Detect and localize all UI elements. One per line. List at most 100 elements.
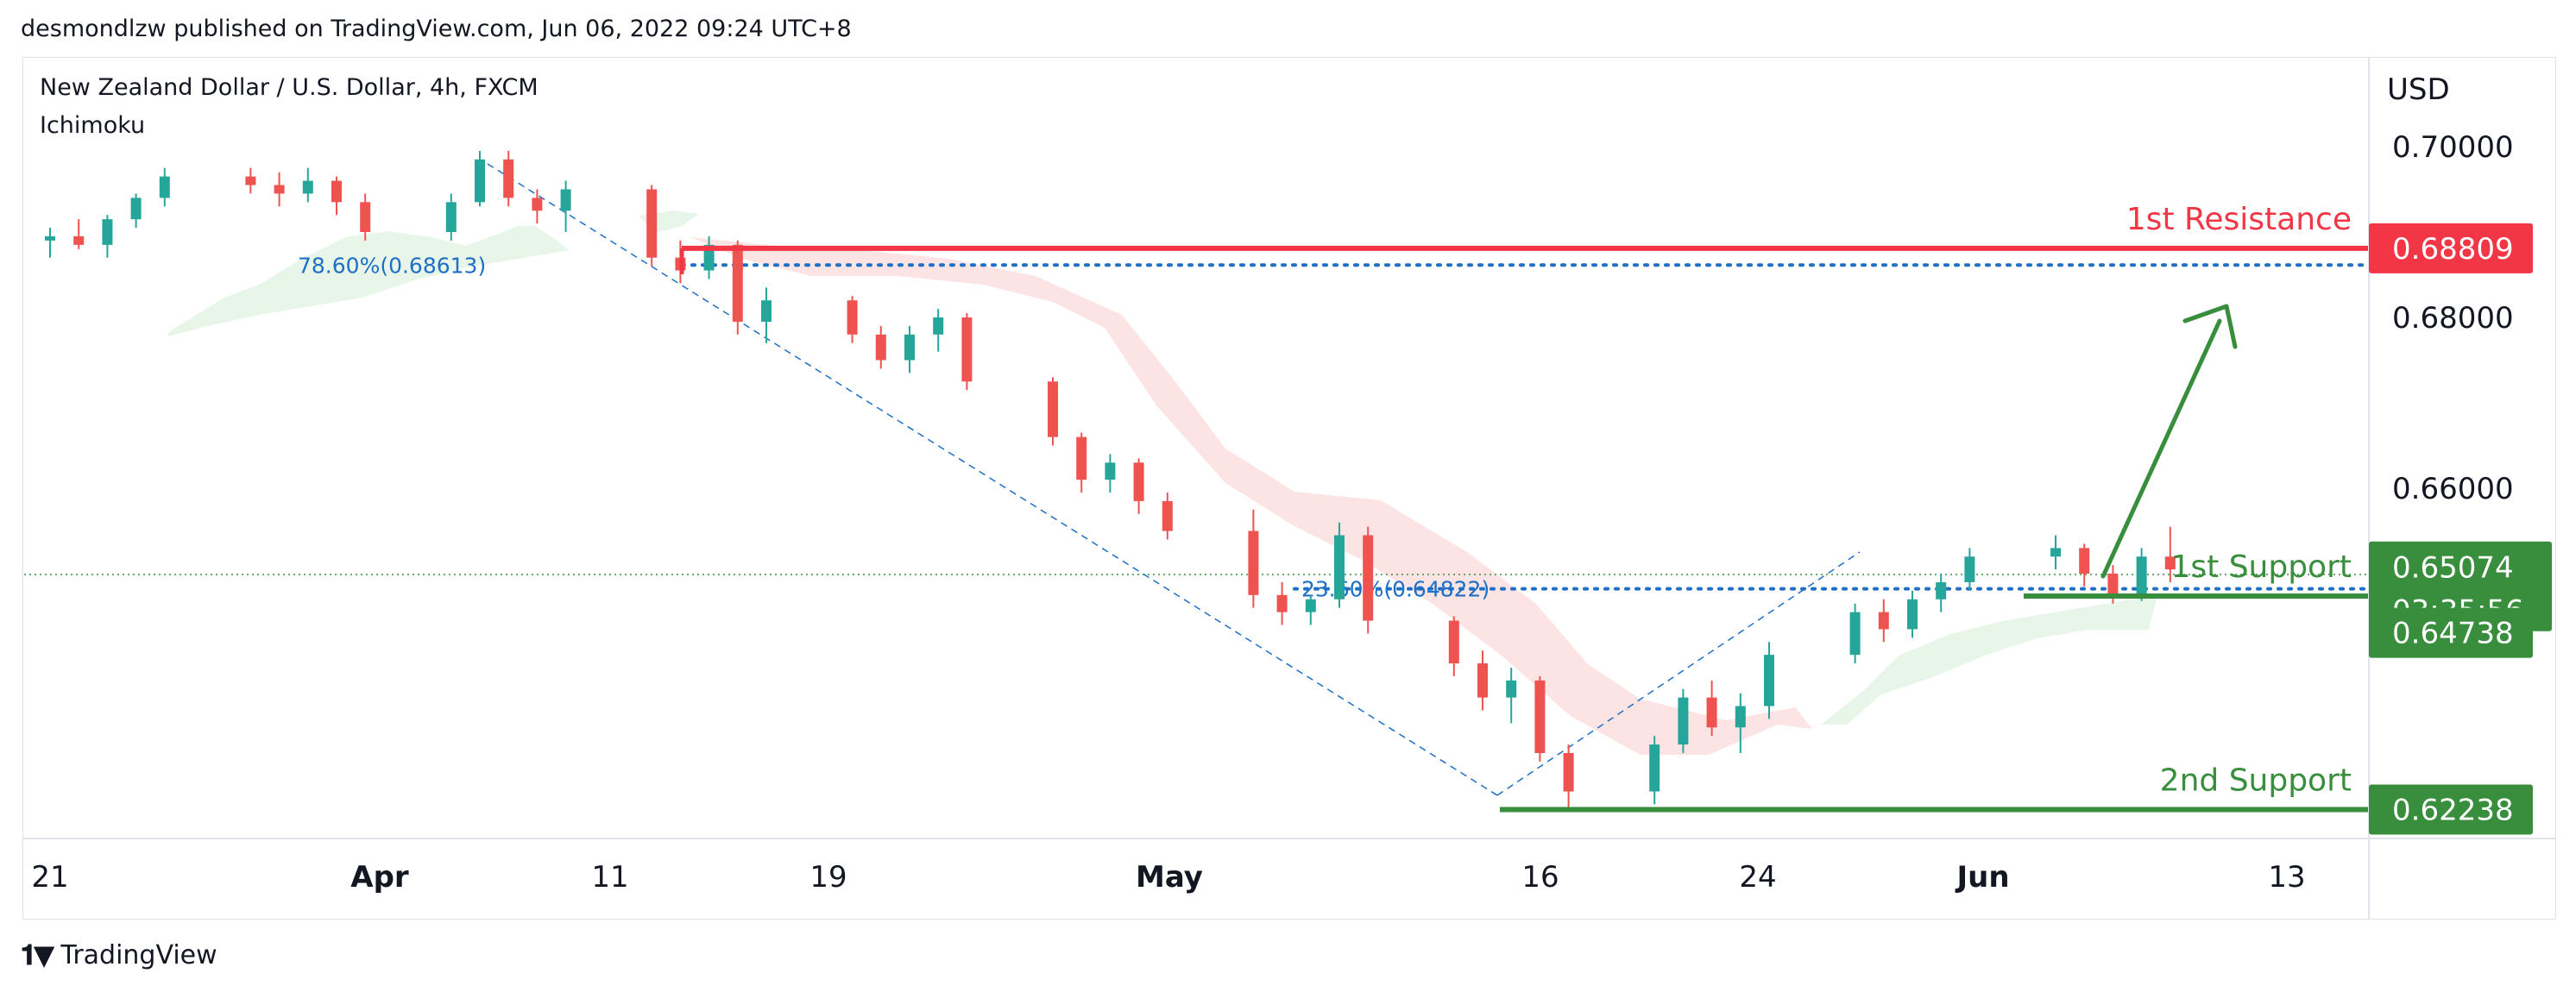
publish-info: desmondlzw published on TradingView.com,… — [21, 16, 852, 42]
candle-body — [475, 159, 485, 203]
price-tick-label: 0.68000 — [2392, 301, 2514, 336]
time-tick-label: 11 — [591, 860, 628, 895]
candle-body — [1305, 599, 1316, 612]
cloud-bearish-main — [690, 237, 1812, 755]
candle-body — [560, 189, 571, 211]
candle-body — [2107, 574, 2119, 595]
time-tick-label: 19 — [809, 860, 847, 895]
time-tick-label: 13 — [2268, 860, 2305, 895]
price-axis-currency: USD — [2387, 72, 2450, 107]
candle-body — [2164, 556, 2176, 570]
price-axis[interactable]: 0.70000 0.68000 0.66000 — [2392, 130, 2514, 506]
candle-body — [1649, 744, 1660, 792]
candle-body — [1907, 599, 1918, 630]
candle-body — [761, 300, 772, 322]
candle-body — [847, 300, 858, 335]
time-tick-label: 16 — [1521, 860, 1559, 895]
support1-price-tag-text: 0.64738 — [2392, 617, 2514, 651]
candle-body — [1162, 500, 1173, 531]
candle-body — [532, 198, 543, 211]
candle-body — [1477, 663, 1488, 698]
candle-body — [1534, 680, 1546, 753]
time-tick-label: Jun — [1955, 860, 2009, 895]
fib-level-label: 23.60%(0.64822) — [1301, 577, 1490, 602]
candle-body — [1936, 581, 1947, 600]
candle-body — [961, 317, 973, 382]
candle-body — [1764, 655, 1774, 706]
chart-frame — [22, 57, 2556, 920]
brand-name: TradingView — [60, 940, 217, 970]
candle-body — [732, 244, 743, 322]
cloud-bullish-late — [1821, 595, 2157, 725]
tradingview-logo-icon: 𝟏▼ — [21, 939, 54, 971]
support-resistance-levels: 1st Resistance 1st Support 2nd Support — [679, 202, 2369, 813]
indicator-label: Ichimoku — [40, 112, 146, 139]
candle-body — [302, 180, 313, 194]
candle-body — [1133, 462, 1144, 501]
time-tick-label: May — [1136, 860, 1203, 895]
candle-body — [1105, 462, 1116, 480]
candle-body — [445, 202, 457, 232]
support2-price-tag-text: 0.62238 — [2392, 794, 2514, 828]
candle-body — [1849, 612, 1861, 656]
candle-body — [2079, 548, 2090, 574]
candle-body — [331, 180, 342, 203]
fib-trend-line-2 — [1496, 551, 1861, 796]
candlestick-series — [45, 150, 2176, 810]
resistance-price-tag-box — [2369, 223, 2533, 273]
fibonacci-levels: 78.60%(0.68613) 23.60%(0.64822) — [298, 253, 2371, 602]
candle-body — [1048, 381, 1058, 437]
candle-body — [274, 185, 285, 194]
candle-body — [1076, 436, 1087, 480]
candle-body — [1276, 594, 1288, 612]
price-tick-label: 0.66000 — [2392, 472, 2514, 506]
support-label: 2nd Support — [2160, 763, 2352, 799]
candle-body — [1363, 535, 1374, 621]
symbol-title: New Zealand Dollar / U.S. Dollar, 4h, FX… — [40, 74, 539, 101]
candle-body — [703, 244, 715, 271]
candle-body — [503, 159, 514, 198]
candle-body — [1506, 680, 1517, 698]
candle-body — [646, 189, 658, 258]
support1-price-tag-box — [2369, 607, 2533, 658]
time-tick-label: 24 — [1739, 860, 1776, 895]
candle-body — [2050, 548, 2061, 557]
candle-body — [102, 219, 113, 245]
candle-body — [1878, 612, 1889, 630]
candle-body — [933, 317, 944, 335]
candle-body — [875, 334, 886, 361]
candle-body — [904, 334, 915, 361]
candle-body — [1448, 620, 1459, 664]
candle-body — [130, 198, 142, 220]
candle-body — [245, 176, 256, 185]
candle-body — [1248, 531, 1259, 595]
candle-body — [2136, 556, 2147, 595]
candle-body — [1678, 697, 1689, 745]
price-tick-label: 0.70000 — [2392, 130, 2514, 165]
candle-body — [73, 235, 85, 245]
candle-body — [1735, 706, 1746, 728]
time-tick-label: Apr — [350, 860, 409, 895]
candle-body — [45, 235, 55, 241]
cloud-bullish-early — [168, 226, 570, 336]
current-price-text: 0.65074 — [2392, 551, 2514, 586]
ichimoku-cloud — [168, 210, 2157, 755]
projection-arrow — [2100, 304, 2238, 579]
resistance-label: 1st Resistance — [2126, 202, 2352, 237]
candle-body — [1334, 535, 1345, 600]
candle-body — [1964, 556, 1975, 582]
tradingview-brand[interactable]: 𝟏▼ TradingView — [21, 939, 217, 972]
candle-body — [1706, 697, 1717, 728]
candle-body — [1563, 752, 1574, 792]
support-label: 1st Support — [2170, 549, 2352, 585]
time-axis[interactable]: 21 Apr 11 19 May 16 24 Jun 13 — [31, 860, 2305, 895]
resistance-price-tag-text: 0.68809 — [2392, 232, 2514, 267]
time-tick-label: 21 — [31, 860, 68, 895]
fib-trend-line-1 — [487, 163, 1498, 796]
support2-price-tag-box — [2369, 784, 2533, 835]
candle-body — [159, 176, 170, 198]
candle-body — [360, 202, 371, 232]
fib-level-label: 78.60%(0.68613) — [298, 253, 486, 278]
